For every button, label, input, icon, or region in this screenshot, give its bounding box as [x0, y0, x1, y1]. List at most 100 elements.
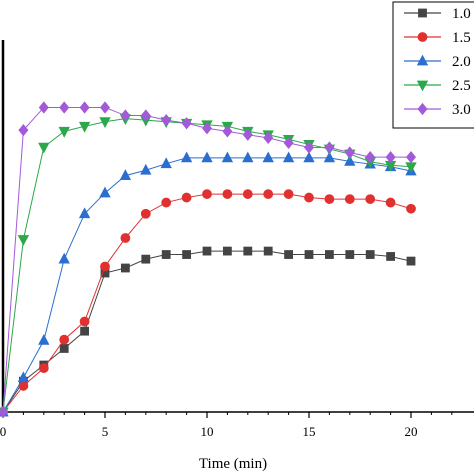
data-point: [181, 117, 192, 130]
data-point: [0, 405, 9, 419]
legend-label: 2.5: [452, 78, 471, 94]
x-tick-label: 5: [102, 424, 109, 439]
data-point: [323, 151, 336, 163]
data-point: [282, 151, 295, 163]
data-point: [221, 151, 234, 163]
data-point: [304, 192, 314, 203]
x-tick-label: 15: [303, 424, 316, 439]
data-point: [262, 151, 274, 163]
data-point: [59, 334, 70, 345]
data-point: [303, 141, 315, 154]
x-tick-label: 0: [0, 424, 6, 439]
data-point: [140, 208, 151, 219]
legend-label: 2.0: [452, 54, 471, 70]
data-point: [222, 189, 233, 199]
data-point: [304, 250, 314, 259]
data-point: [201, 122, 213, 135]
data-point: [120, 233, 131, 243]
data-point: [284, 250, 294, 259]
data-point: [242, 189, 253, 199]
data-point: [121, 263, 130, 273]
data-point: [119, 169, 132, 181]
data-point: [324, 141, 335, 154]
series-line: [2, 193, 412, 413]
data-point: [141, 254, 151, 264]
data-point: [222, 125, 233, 138]
legend-label: 1.5: [452, 30, 471, 46]
data-point: [18, 124, 29, 137]
x-axis-title: Time (min): [199, 456, 267, 472]
data-point: [324, 250, 334, 259]
legend-marker: [417, 102, 428, 116]
data-point: [99, 101, 111, 114]
data-point: [202, 246, 212, 256]
data-point: [180, 151, 193, 163]
data-point: [386, 252, 396, 261]
data-point: [38, 101, 49, 114]
data-point: [243, 246, 253, 256]
legend-marker: [418, 8, 427, 18]
x-tick-label: 10: [201, 424, 214, 439]
legend-box: [392, 1, 474, 129]
data-point: [161, 197, 172, 208]
data-point: [324, 194, 335, 204]
series: [0, 101, 417, 419]
data-point: [406, 256, 416, 266]
data-point: [405, 162, 417, 174]
data-point: [161, 250, 171, 259]
data-point: [365, 250, 375, 259]
data-point: [283, 136, 294, 150]
data-point: [161, 114, 172, 127]
series-3-0: [0, 101, 417, 419]
data-point: [385, 197, 396, 208]
legend-label: 1.0: [452, 6, 471, 22]
data-point: [99, 186, 111, 198]
x-ticks: 0 5 10 15 20: [0, 412, 453, 439]
data-point: [120, 109, 131, 122]
data-point: [59, 101, 70, 114]
series-line: [2, 250, 412, 413]
data-point: [58, 252, 70, 264]
data-point: [365, 150, 376, 164]
data-point: [344, 146, 355, 159]
data-point: [283, 189, 294, 199]
legend-marker: [417, 32, 428, 42]
legend-label: 3.0: [452, 102, 471, 118]
series-1-0: [0, 246, 416, 417]
data-point: [79, 316, 90, 327]
data-point: [344, 194, 355, 204]
data-point: [344, 155, 356, 166]
data-point: [405, 150, 417, 164]
data-point: [160, 157, 172, 169]
data-point: [242, 128, 253, 141]
data-point: [79, 101, 90, 114]
data-point: [263, 246, 273, 256]
data-point: [181, 192, 192, 203]
data-point: [365, 194, 376, 204]
data-point: [58, 126, 70, 138]
data-point: [59, 344, 69, 353]
data-point: [406, 203, 416, 214]
data-point: [38, 142, 50, 154]
data-point: [242, 151, 254, 163]
data-point: [263, 189, 274, 199]
data-point: [182, 250, 192, 259]
data-point: [78, 207, 91, 219]
data-point: [303, 151, 315, 163]
x-tick-label: 20: [405, 424, 418, 439]
data-point: [263, 131, 274, 145]
series-1-5: [0, 189, 416, 417]
data-point: [140, 163, 152, 175]
data-point: [78, 121, 91, 133]
data-point: [17, 235, 30, 246]
data-point: [100, 261, 110, 272]
data-point: [38, 334, 50, 345]
data-point: [222, 246, 232, 256]
data-point: [385, 150, 396, 164]
data-point: [17, 371, 30, 383]
legend: 1.0 1.5 2.0 2.5 3.0: [392, 1, 474, 129]
data-point: [99, 117, 111, 129]
data-point: [38, 363, 49, 374]
data-point: [201, 151, 213, 163]
